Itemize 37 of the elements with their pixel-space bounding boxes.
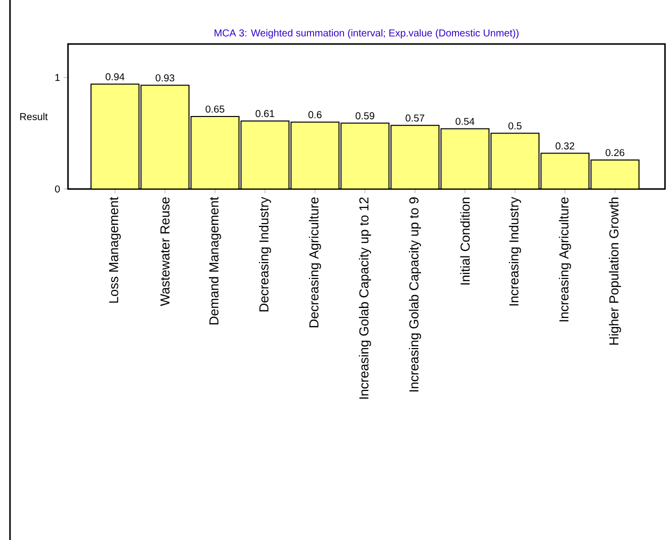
data-label: 0.59 — [356, 112, 374, 120]
data-label: 0.61 — [256, 110, 274, 118]
data-label: 0.94 — [106, 73, 124, 80]
x-tick-label: Increasing Agriculture — [558, 197, 572, 322]
y-axis-title: Result — [20, 112, 48, 120]
bar — [590, 159, 640, 189]
bar — [441, 128, 489, 189]
x-tick-label: Loss Management — [109, 196, 121, 303]
bar — [141, 85, 190, 189]
bar — [291, 122, 340, 189]
bar — [91, 84, 140, 189]
y-tick-label: 0 — [55, 185, 60, 193]
bar — [391, 125, 439, 189]
chart-title: MCA 3: Weighted summation (interval; Exp.value (Domestic Unmet)) — [214, 29, 518, 38]
x-tick-label: Decreasing Agriculture — [308, 197, 322, 328]
x-tick-label: Increasing Industry — [508, 196, 522, 306]
data-label: 0.26 — [606, 149, 624, 156]
data-label: 0.93 — [156, 74, 174, 82]
x-tick-label: Increasing Golab Capacity up to 9 — [408, 197, 422, 392]
bar — [241, 120, 289, 189]
x-tick-label: Initial Condition — [460, 198, 470, 284]
x-tick-label: Demand Management — [208, 196, 222, 324]
data-label: 0.54 — [456, 118, 474, 125]
bar — [491, 133, 539, 189]
data-label: 0.5 — [508, 122, 522, 130]
data-label: 0.32 — [556, 142, 574, 150]
data-label: 0.65 — [206, 106, 224, 113]
bar — [541, 153, 589, 189]
bar — [341, 123, 389, 189]
x-tick-label: Decreasing Industry — [258, 196, 272, 312]
x-tick-label: Increasing Golab Capacity up to 12 — [358, 197, 372, 399]
y-tick-label: 1 — [55, 74, 60, 81]
x-tick-label: Wastewater Reuse — [160, 197, 170, 306]
x-tick-label: Higher Population Growth — [608, 198, 622, 345]
bar — [191, 116, 240, 189]
data-label: 0.57 — [406, 114, 424, 122]
data-label: 0.6 — [308, 111, 322, 118]
